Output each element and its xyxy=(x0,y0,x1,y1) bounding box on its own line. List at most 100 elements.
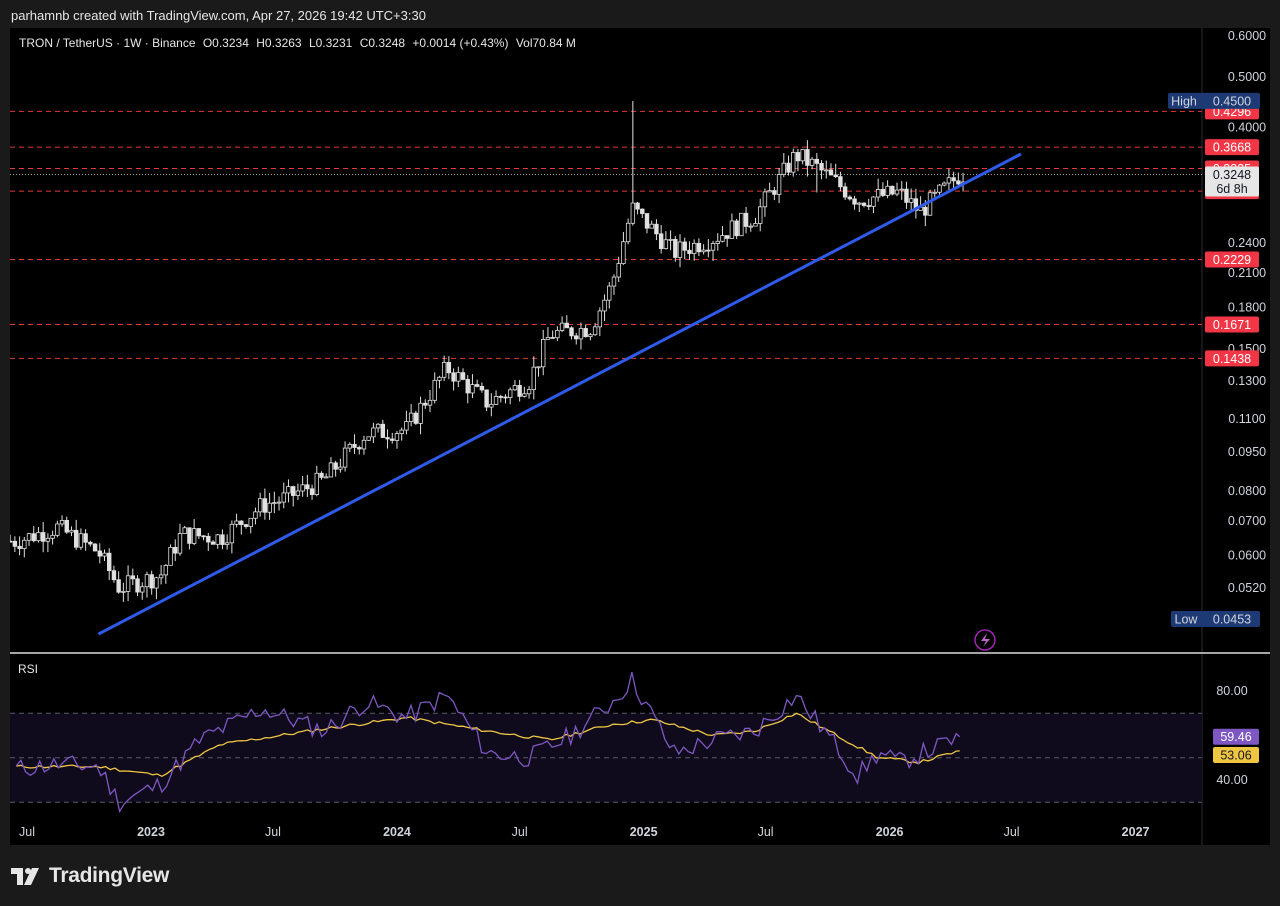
candle-body xyxy=(413,412,419,424)
price-axis-tick: 0.0600 xyxy=(1228,549,1266,563)
candle-body xyxy=(248,517,253,527)
candle-body xyxy=(776,174,782,195)
candle-body xyxy=(116,579,121,593)
legend-change: +0.0014 (+0.43%) xyxy=(412,36,509,50)
candle-body xyxy=(361,439,367,450)
candle-body xyxy=(956,180,961,185)
time-axis-tick: Jul xyxy=(512,825,528,839)
candle-body xyxy=(871,196,876,207)
candle-body xyxy=(64,520,69,533)
candle-body xyxy=(814,158,820,164)
candle-body xyxy=(899,188,904,191)
candle-body xyxy=(550,337,555,339)
time-axis-tick: 2027 xyxy=(1122,825,1150,839)
candle-body xyxy=(493,396,499,405)
candle-body xyxy=(805,149,810,166)
time-axis-tick: Jul xyxy=(265,825,281,839)
level-badge-label: 0.1438 xyxy=(1213,352,1251,366)
candle-body xyxy=(658,233,664,250)
candle-body xyxy=(36,532,41,542)
candle-body xyxy=(357,447,362,450)
rsi-line xyxy=(15,671,961,814)
candle-body xyxy=(300,484,305,492)
candle-body xyxy=(937,184,942,193)
candle-body xyxy=(470,384,475,394)
symbol-legend[interactable]: TRON / TetherUS · 1W · Binance O0.3234 H… xyxy=(19,36,576,50)
candle-body xyxy=(50,534,55,539)
candle-body xyxy=(12,540,18,547)
candle-body xyxy=(173,546,178,554)
candle-body xyxy=(196,528,202,537)
candle-body xyxy=(456,372,461,382)
price-axis-tick: 0.0800 xyxy=(1228,484,1266,498)
candle-body xyxy=(710,243,716,251)
candle-body xyxy=(149,574,154,589)
alert-icon-bolt xyxy=(981,633,990,647)
level-badge-label: 0.2229 xyxy=(1213,253,1251,267)
candle-body xyxy=(347,443,353,449)
legend-open: O0.3234 xyxy=(202,36,249,50)
time-axis-tick: Jul xyxy=(758,825,774,839)
candle-body xyxy=(743,212,749,227)
candle-body xyxy=(833,174,838,178)
legend-high: H0.3263 xyxy=(256,36,302,50)
candle-body xyxy=(102,552,107,557)
trendline xyxy=(97,152,1022,636)
candle-body xyxy=(69,529,74,533)
price-chart[interactable]: 0.60000.50000.40000.24000.21000.18000.15… xyxy=(10,28,1270,845)
countdown-label: 6d 8h xyxy=(1216,182,1247,196)
candle-body xyxy=(890,185,895,195)
candle-body xyxy=(489,403,494,408)
price-axis-tick: 0.1800 xyxy=(1228,301,1266,315)
candle-body xyxy=(404,421,409,431)
candle-body xyxy=(206,535,211,543)
candle-body xyxy=(154,577,159,589)
candle-body xyxy=(715,240,720,244)
candle-body xyxy=(753,223,758,227)
candle-body xyxy=(842,186,848,198)
candle-body xyxy=(239,520,244,526)
candle-body xyxy=(295,490,301,496)
candle-body xyxy=(649,223,654,229)
candle-body xyxy=(182,527,187,534)
candle-body xyxy=(625,222,631,243)
candle-body xyxy=(517,385,522,397)
candle-body xyxy=(673,238,678,258)
chart-panel[interactable]: 0.6000 0.5000 0.4000 0.2400 0.2100 0.1800 0.15… xyxy=(10,28,1270,845)
attribution-text: parhamnb created with TradingView.com, A… xyxy=(11,8,426,23)
tradingview-logo-icon xyxy=(11,868,39,885)
candle-body xyxy=(696,242,702,253)
candle-body xyxy=(706,249,711,252)
candle-body xyxy=(602,299,607,312)
level-badge xyxy=(1205,350,1259,367)
legend-volume: Vol70.84 M xyxy=(515,36,576,50)
candle-body xyxy=(852,198,857,205)
time-axis-tick: 2023 xyxy=(137,825,165,839)
candle-body xyxy=(437,376,442,381)
rsi-ma-badge xyxy=(1213,746,1259,763)
candle-body xyxy=(531,366,536,390)
candle-body xyxy=(130,575,136,580)
candle-body xyxy=(578,328,584,340)
candle-body xyxy=(290,486,296,496)
candle-body xyxy=(507,389,513,399)
candle-body xyxy=(583,328,588,338)
last-price-badge xyxy=(1205,166,1259,197)
alert-icon-ring xyxy=(974,629,996,651)
rsi-value-label: 59.46 xyxy=(1220,730,1251,744)
alert-icon[interactable] xyxy=(974,629,996,651)
candle-body xyxy=(83,533,88,543)
candle-body xyxy=(45,537,51,542)
candle-body xyxy=(880,189,886,196)
tradingview-logo[interactable]: TradingView xyxy=(11,864,169,888)
candle-body xyxy=(691,242,697,254)
price-axis-tick: 0.0950 xyxy=(1228,445,1266,459)
candle-body xyxy=(140,586,145,593)
time-axis-tick: 2025 xyxy=(630,825,658,839)
candle-body xyxy=(17,545,22,549)
candle-body xyxy=(201,535,206,538)
candle-body xyxy=(125,575,131,592)
high-marker-value: 0.4500 xyxy=(1213,94,1251,108)
candle-body xyxy=(555,330,560,339)
candle-body xyxy=(305,484,310,490)
